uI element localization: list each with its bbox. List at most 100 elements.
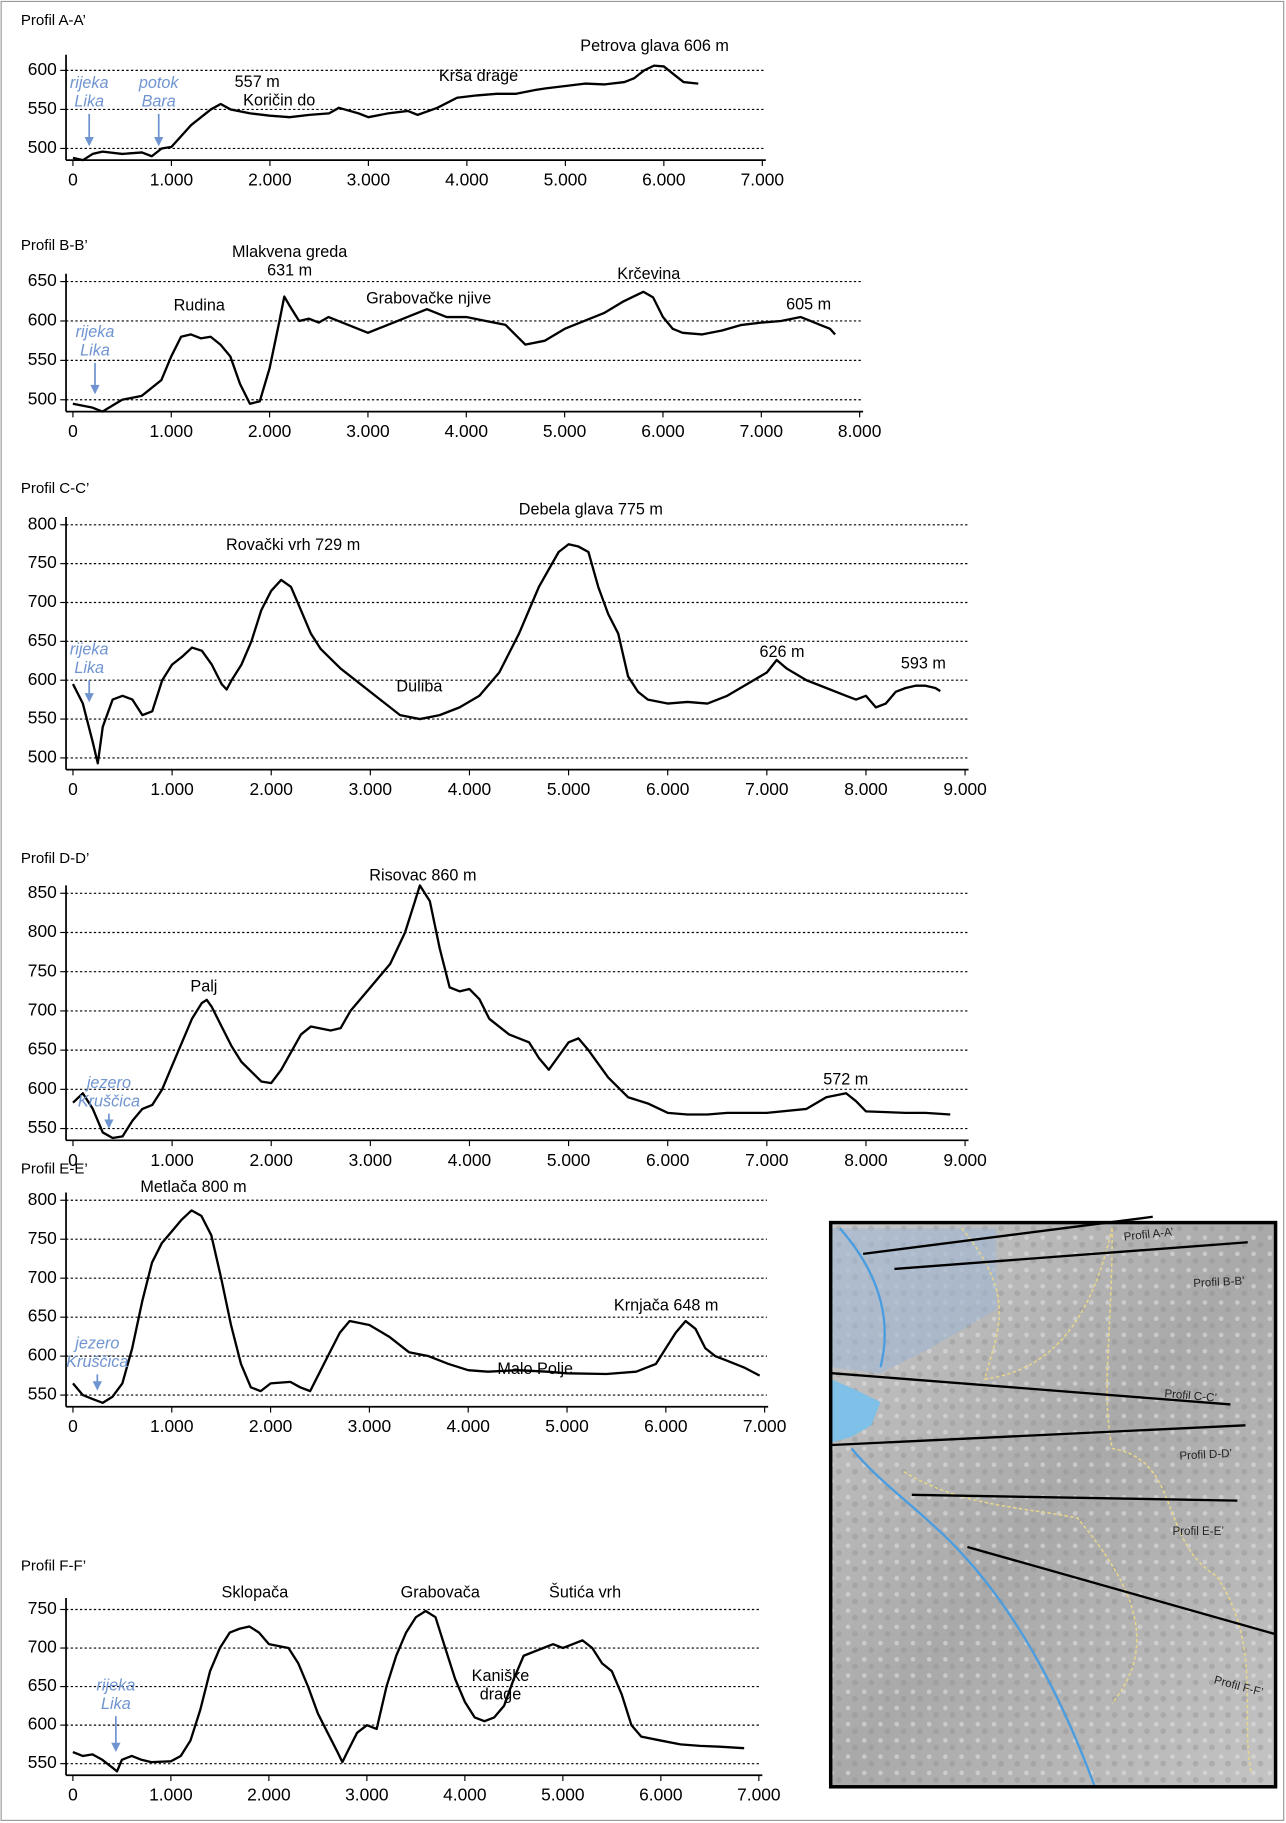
y-tick-label: 550 [28,1752,57,1772]
annotation: Krčevina [617,265,681,283]
y-tick-label: 650 [28,1039,57,1059]
chart-title: Profil A-A’ [21,12,86,29]
x-tick-label: 5.000 [547,779,590,799]
figure: Profil A-A’ 500 550 600 0 1.000 2.000 3.000 4.00… [0,0,1286,1823]
annotation: Krša drage [439,67,518,85]
annotation: jezero [85,1074,131,1092]
x-tick-label: 0 [68,1416,78,1436]
annotation: jezero [73,1335,119,1353]
x-tick-label: 5.000 [545,1416,588,1436]
x-tick-label: 1.000 [150,170,193,190]
annotation: Kruščica [66,1353,128,1371]
annotation: Kruščica [78,1092,140,1110]
annotation: 593 m [901,654,946,672]
profile [73,885,950,1138]
x-tick-label: 3.000 [348,1416,391,1436]
x-tick-label: 8.000 [844,779,887,799]
x-tick-label: 2.000 [247,1785,290,1805]
x-tick-label: 4.000 [443,1785,486,1805]
annotation: Lika [101,1695,131,1713]
annotation: potok [138,74,180,92]
x-tick-label: 8.000 [844,1150,887,1170]
profile [73,1611,744,1771]
x-tick-label: 8.000 [838,421,881,441]
annotation: Koričin do [243,91,315,109]
y-tick-label: 750 [28,960,57,980]
x-tick-label: 7.000 [745,1150,788,1170]
profile [73,544,940,763]
y-tick-label: 550 [28,98,57,118]
annotation: Malo Polje [497,1360,573,1378]
x-tick-label: 4.000 [448,779,491,799]
annotation: Mlakvena greda [232,243,348,261]
annotation: Bara [142,93,176,111]
x-tick-label: 6.000 [639,1785,682,1805]
x-tick-label: 5.000 [547,1150,590,1170]
y-tick-label: 550 [28,708,57,728]
x-tick-label: 6.000 [646,1150,689,1170]
y-tick-label: 650 [28,1675,57,1695]
annotation: Sklopača [222,1584,290,1602]
annotation: Metlača 800 m [140,1178,246,1196]
arrow-head [85,693,94,702]
arrow-head [85,137,94,146]
y-tick-label: 650 [28,270,57,290]
x-tick-label: 9.000 [943,779,986,799]
x-tick-label: 7.000 [743,1416,786,1436]
annotation: 626 m [760,643,805,661]
y-tick-label: 600 [28,1078,57,1098]
x-tick-label: 2.000 [249,1150,292,1170]
x-tick-label: 0 [68,421,78,441]
annotation: 572 m [823,1070,868,1088]
x-tick-label: 6.000 [642,170,685,190]
arrow-head [93,1381,102,1390]
x-tick-label: 2.000 [248,170,291,190]
annotation: Šutića vrh [549,1583,621,1602]
y-tick-label: 750 [28,1598,57,1618]
annotation: Grabovačke njive [366,289,491,307]
y-tick-label: 800 [28,513,57,533]
y-tick-label: 850 [28,882,57,902]
annotation: Lika [74,93,104,111]
y-tick-label: 550 [28,1384,57,1404]
x-tick-label: 4.000 [448,1150,491,1170]
x-tick-label: 6.000 [644,1416,687,1436]
arrow-head [154,137,163,146]
y-tick-label: 500 [28,137,57,157]
x-tick-label: 4.000 [445,421,488,441]
annotation: Palj [190,978,217,996]
x-tick-label: 6.000 [646,779,689,799]
chart-title: Profil F-F’ [21,1558,86,1575]
annotation: 605 m [786,295,831,313]
annotation: rijeka [96,1676,135,1694]
y-tick-label: 750 [28,552,57,572]
annotation: rijeka [70,74,109,92]
y-tick-label: 700 [28,1267,57,1287]
x-tick-label: 5.000 [543,421,586,441]
annotation: 631 m [267,262,312,280]
x-tick-label: 3.000 [347,170,390,190]
arrow-head [104,1119,113,1128]
x-tick-label: 2.000 [249,1416,292,1436]
x-tick-label: 4.000 [446,1416,489,1436]
chart-title: Profil B-B’ [21,237,88,254]
x-tick-label: 2.000 [248,421,291,441]
map: Profil A-A’ Profil B-B’ Profil C-C’ Prof… [831,1217,1276,1787]
y-tick-label: 650 [28,1306,57,1326]
x-tick-label: 6.000 [641,421,684,441]
y-tick-label: 800 [28,1189,57,1209]
annotation: rijeka [70,641,109,659]
x-tick-label: 1.000 [150,1150,193,1170]
chart-title: Profil E-E’ [21,1160,88,1177]
arrow-head [111,1743,120,1752]
annotation: Petrova glava 606 m [580,37,729,55]
annotation: Kaniške [472,1667,530,1685]
x-tick-label: 3.000 [349,1150,392,1170]
annotation: Lika [74,659,104,677]
y-tick-label: 600 [28,310,57,330]
x-tick-label: 3.000 [349,779,392,799]
x-tick-label: 1.000 [150,1416,193,1436]
x-tick-label: 1.000 [150,779,193,799]
annotation: Krnjača 648 m [614,1296,718,1314]
y-tick-label: 500 [28,747,57,767]
